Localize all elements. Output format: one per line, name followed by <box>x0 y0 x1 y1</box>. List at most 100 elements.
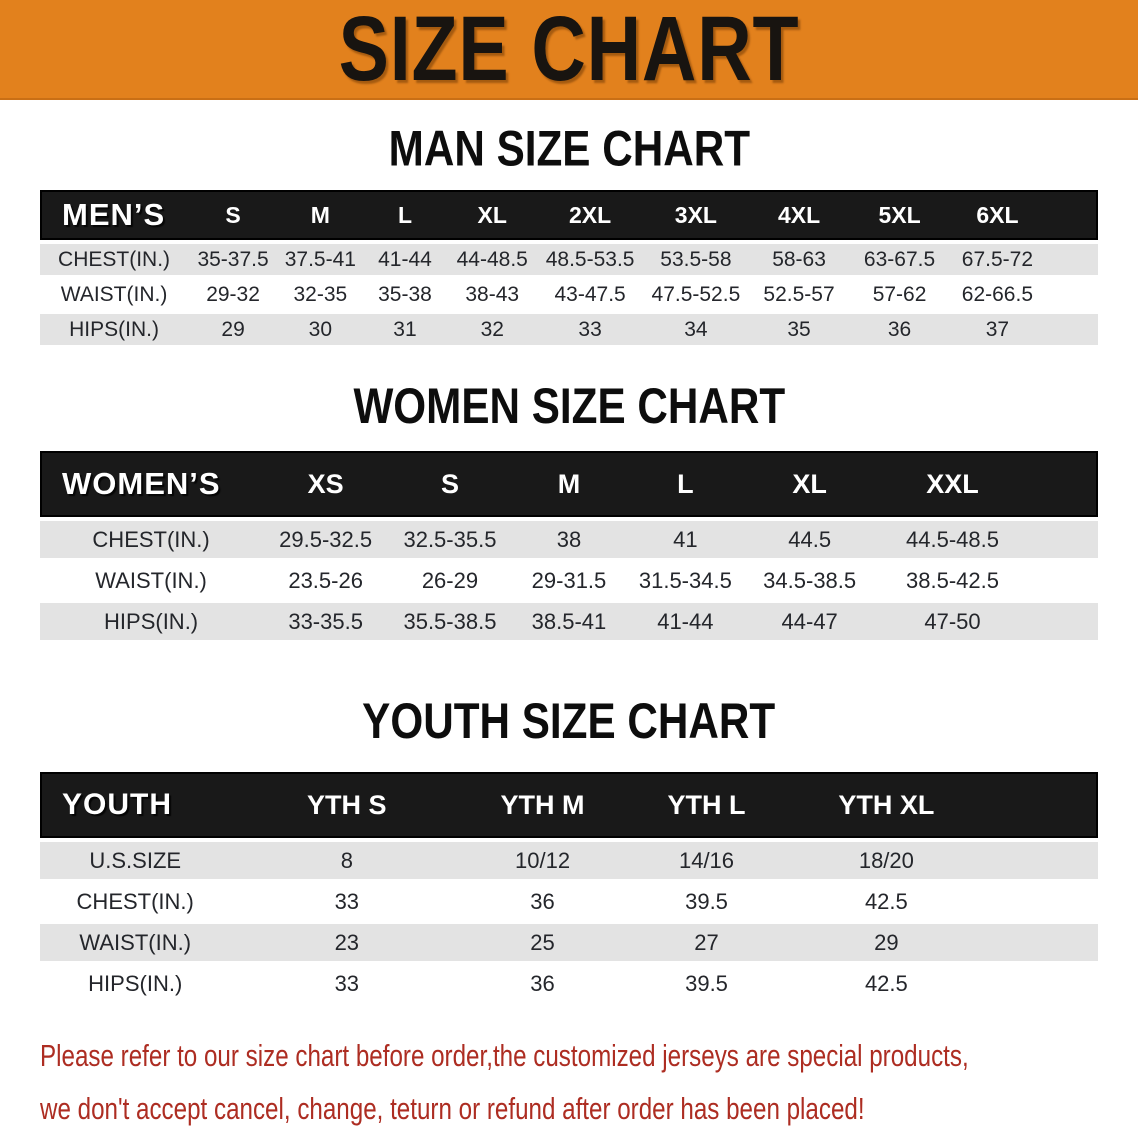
table-cell: 29-31.5 <box>510 562 628 599</box>
youth-chest-row: CHEST(IN.) 33 36 39.5 42.5 <box>40 883 1098 920</box>
women-chest-label: CHEST(IN.) <box>40 521 263 558</box>
table-cell: 41-44 <box>362 244 448 275</box>
table-cell: 29-32 <box>188 279 279 310</box>
men-size-col-3xl: 3XL <box>643 190 749 240</box>
youth-header-row: YOUTH YTH S YTH M YTH L YTH XL <box>40 772 1098 838</box>
row-spacer <box>1029 562 1098 599</box>
table-cell: 23 <box>230 924 464 961</box>
table-cell: 36 <box>463 883 622 920</box>
row-spacer <box>981 842 1098 879</box>
table-cell: 29 <box>188 314 279 345</box>
table-cell: 33-35.5 <box>262 603 390 640</box>
women-heading-text: WOMEN SIZE CHART <box>353 378 785 435</box>
youth-size-col-m: YTH M <box>463 772 622 838</box>
table-cell: 57-62 <box>849 279 950 310</box>
table-cell: 25 <box>463 924 622 961</box>
table-cell: 44.5 <box>743 521 876 558</box>
table-cell: 43-47.5 <box>537 279 643 310</box>
men-heading-text: MAN SIZE CHART <box>388 121 750 178</box>
youth-ussize-row: U.S.SIZE 8 10/12 14/16 18/20 <box>40 842 1098 879</box>
row-spacer <box>981 883 1098 920</box>
row-spacer <box>1045 314 1098 345</box>
table-cell: 33 <box>230 883 464 920</box>
women-size-col-xxl: XXL <box>875 451 1030 517</box>
table-cell: 37 <box>949 314 1046 345</box>
men-size-col-2xl: 2XL <box>537 190 643 240</box>
table-cell: 35-37.5 <box>188 244 279 275</box>
table-cell: 31.5-34.5 <box>627 562 744 599</box>
table-cell: 44-47 <box>743 603 876 640</box>
youth-hips-label: HIPS(IN.) <box>40 965 231 1002</box>
women-header-row: WOMEN’S XS S M L XL XXL <box>40 451 1098 517</box>
table-cell: 38.5-41 <box>510 603 628 640</box>
table-cell: 39.5 <box>621 965 792 1002</box>
table-cell: 34 <box>643 314 749 345</box>
table-cell: 33 <box>537 314 643 345</box>
disclaimer-line-1: Please refer to our size chart before or… <box>40 1038 969 1073</box>
disclaimer-line-2: we don't accept cancel, change, teturn o… <box>40 1091 865 1126</box>
row-spacer <box>981 965 1098 1002</box>
men-section-heading: MAN SIZE CHART <box>0 121 1138 178</box>
table-cell: 38 <box>510 521 628 558</box>
women-size-col-l: L <box>627 451 744 517</box>
table-cell: 34.5-38.5 <box>743 562 876 599</box>
table-cell: 39.5 <box>621 883 792 920</box>
men-header-label: MEN’S <box>40 190 189 240</box>
table-cell: 52.5-57 <box>748 279 850 310</box>
women-header-spacer <box>1029 451 1098 517</box>
table-cell: 14/16 <box>621 842 792 879</box>
table-cell: 30 <box>278 314 363 345</box>
youth-size-col-l: YTH L <box>621 772 792 838</box>
men-size-col-6xl: 6XL <box>949 190 1046 240</box>
table-cell: 32-35 <box>278 279 363 310</box>
table-cell: 53.5-58 <box>643 244 749 275</box>
men-chest-row: CHEST(IN.) 35-37.5 37.5-41 41-44 44-48.5… <box>40 244 1098 275</box>
men-size-col-xl: XL <box>447 190 538 240</box>
men-waist-label: WAIST(IN.) <box>40 279 189 310</box>
table-cell: 38.5-42.5 <box>875 562 1030 599</box>
table-cell: 67.5-72 <box>949 244 1046 275</box>
women-size-col-xl: XL <box>743 451 876 517</box>
women-chest-row: CHEST(IN.) 29.5-32.5 32.5-35.5 38 41 44.… <box>40 521 1098 558</box>
youth-size-col-s: YTH S <box>230 772 464 838</box>
table-cell: 42.5 <box>791 965 982 1002</box>
row-spacer <box>1029 521 1098 558</box>
table-cell: 35.5-38.5 <box>389 603 511 640</box>
women-size-col-s: S <box>389 451 511 517</box>
women-section-heading: WOMEN SIZE CHART <box>0 378 1138 435</box>
men-size-col-l: L <box>362 190 448 240</box>
women-size-table: WOMEN’S XS S M L XL XXL CHEST(IN.) 29.5-… <box>40 447 1098 644</box>
table-cell: 35 <box>748 314 850 345</box>
table-cell: 32.5-35.5 <box>389 521 511 558</box>
men-size-table: MEN’S S M L XL 2XL 3XL 4XL 5XL 6XL CHEST… <box>40 186 1098 349</box>
table-cell: 44-48.5 <box>447 244 538 275</box>
row-spacer <box>1045 244 1098 275</box>
men-header-spacer <box>1045 190 1098 240</box>
table-cell: 18/20 <box>791 842 982 879</box>
table-cell: 33 <box>230 965 464 1002</box>
men-size-col-m: M <box>278 190 363 240</box>
table-cell: 48.5-53.5 <box>537 244 643 275</box>
men-waist-row: WAIST(IN.) 29-32 32-35 35-38 38-43 43-47… <box>40 279 1098 310</box>
women-size-col-m: M <box>510 451 628 517</box>
men-size-col-4xl: 4XL <box>748 190 850 240</box>
youth-header-spacer <box>981 772 1098 838</box>
row-spacer <box>1045 279 1098 310</box>
table-cell: 41 <box>627 521 744 558</box>
row-spacer <box>1029 603 1098 640</box>
row-spacer <box>981 924 1098 961</box>
youth-ussize-label: U.S.SIZE <box>40 842 231 879</box>
women-size-col-xs: XS <box>262 451 390 517</box>
table-cell: 62-66.5 <box>949 279 1046 310</box>
youth-waist-row: WAIST(IN.) 23 25 27 29 <box>40 924 1098 961</box>
table-cell: 31 <box>362 314 448 345</box>
men-chest-label: CHEST(IN.) <box>40 244 189 275</box>
disclaimer: Please refer to our size chart before or… <box>40 1032 1138 1132</box>
youth-header-label: YOUTH <box>40 772 231 838</box>
table-cell: 23.5-26 <box>262 562 390 599</box>
table-cell: 27 <box>621 924 792 961</box>
men-size-col-5xl: 5XL <box>849 190 950 240</box>
banner-title: SIZE CHART <box>338 0 800 100</box>
women-waist-label: WAIST(IN.) <box>40 562 263 599</box>
